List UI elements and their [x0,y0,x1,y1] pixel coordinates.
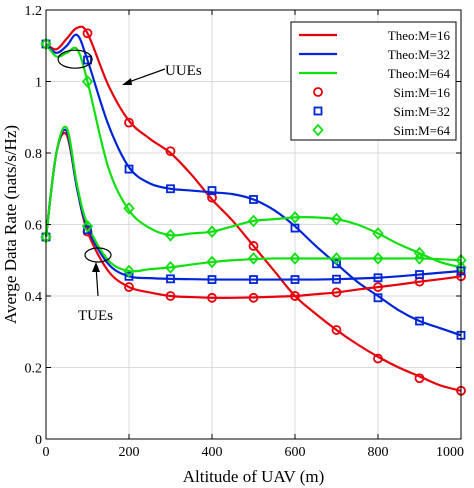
y-tick-label: 0 [35,433,42,448]
data-point-sim-m-32-uue [290,223,300,233]
x-tick-label: 800 [368,445,389,460]
data-point-sim-m-64-uue [206,225,218,238]
tues-arrowhead [92,262,100,272]
data-point-sim-m-32-uue [83,55,92,65]
data-point-sim-m-16-tue [207,292,217,303]
data-point-sim-m-32-tue [249,275,258,284]
x-tick-label: 0 [43,445,50,460]
data-point-sim-m-64-uue [289,211,301,224]
series-line-theo-m-32-uue [45,33,462,337]
data-point-sim-m-16-uue [165,146,176,157]
series-line-theo-m-16-uue [45,25,462,392]
data-point-sim-m-32-tue [207,275,217,284]
data-point-sim-m-16-uue [124,117,134,128]
y-tick-label: 0.6 [25,219,43,234]
data-point-sim-m-16-tue [248,292,259,303]
legend-label-sim-m-64: Sim:M=64 [394,123,451,138]
data-point-sim-m-32-uue [332,259,341,269]
tues-ellipse [84,247,112,263]
data-point-sim-m-64-uue [330,212,343,226]
data-point-sim-m-64-tue [247,252,260,265]
data-point-sim-m-64-uue [247,214,260,228]
legend-label-theo-m-16: Theo:M=16 [388,28,451,43]
data-point-sim-m-32-uue [373,293,383,303]
annotations: UUEs TUEs [57,49,202,324]
data-point-sim-m-32-tue [290,275,300,284]
data-point-sim-m-16-tue [165,291,176,301]
x-tick-label: 1000 [436,445,464,460]
data-point-sim-m-32-tue [166,274,175,284]
data-point-sim-m-64-uue [372,227,384,240]
data-point-sim-m-32-uue [415,316,424,326]
data-point-sim-m-64-tue [330,252,343,265]
data-point-sim-m-64-tue [289,252,301,265]
legend-swatch-sim-m-64 [312,123,324,137]
y-axis-label: Averge Data Rate (nats/s/Hz) [1,125,20,324]
legend-label-sim-m-32: Sim:M=32 [394,104,450,119]
data-point-sim-m-16-uue [414,373,425,384]
data-point-sim-m-32-tue [124,271,134,281]
data-point-sim-m-32-tue [332,274,341,284]
data-point-sim-m-32-tue [373,273,383,283]
legend-label-sim-m-16: Sim:M=16 [394,85,451,100]
legend-label-theo-m-64: Theo:M=64 [388,66,451,81]
legend: Theo:M=16 Theo:M=32 Theo:M=64 Sim:M=16 Sim:M… [290,21,457,141]
y-tick-label: 0.8 [25,147,43,162]
uues-ellipse [57,49,93,69]
y-tick-label: 0.4 [25,290,43,305]
x-tick-label: 200 [119,445,140,460]
legend-label-theo-m-32: Theo:M=32 [388,47,450,62]
data-point-sim-m-16-uue [331,325,342,335]
data-point-sim-m-16-uue [82,28,93,39]
data-point-sim-m-64-uue [413,246,426,260]
data-point-sim-m-64-tue [164,261,177,274]
data-point-sim-m-64-tue [372,252,384,265]
x-tick-label: 600 [285,445,306,460]
series-line-theo-m-64-uue [45,43,462,269]
y-tick-label: 1.2 [25,4,43,19]
data-point-sim-m-32-uue [124,164,134,174]
data-point-sim-m-16-uue [373,353,383,364]
data-point-sim-m-64-uue [81,75,94,88]
data-point-sim-m-16-tue [331,287,342,298]
data-point-sim-m-64-tue [81,219,94,233]
data-point-sim-m-32-tue [415,270,424,279]
legend-box [290,21,457,141]
data-point-sim-m-16-uue [248,241,259,251]
y-tick-label: 1 [35,76,42,91]
y-tick-label: 0.2 [25,362,43,377]
data-point-sim-m-32-tue [83,225,92,235]
data-point-sim-m-16-tue [124,282,134,292]
data-point-sim-m-64-uue [123,202,135,215]
tues-label: TUEs [78,308,113,324]
data-point-sim-m-64-tue [413,252,426,265]
x-axis-label: Altitude of UAV (m) [183,467,325,486]
uues-arrowhead [122,78,132,85]
grid [45,9,462,440]
legend-swatch-sim-m-32 [313,106,323,116]
uues-label: UUEs [165,63,202,79]
data-point-sim-m-64-tue [123,264,135,278]
data-point-sim-m-16-tue [290,291,300,301]
ticks: 0 200 400 600 800 1000 0 0.2 0.4 0.6 0.8 1 1.2 [25,4,465,460]
data-point-sim-m-32-uue [249,195,258,204]
x-tick-label: 400 [202,445,223,460]
data-point-sim-m-64-tue [206,255,218,269]
data-point-sim-m-16-tue [373,282,383,292]
data-point-sim-m-64-uue [164,228,177,242]
legend-swatch-sim-m-16 [313,87,323,97]
data-point-sim-m-32-uue [166,184,175,194]
data-point-sim-m-32-uue [207,186,217,195]
uues-arrow-line [125,68,166,84]
